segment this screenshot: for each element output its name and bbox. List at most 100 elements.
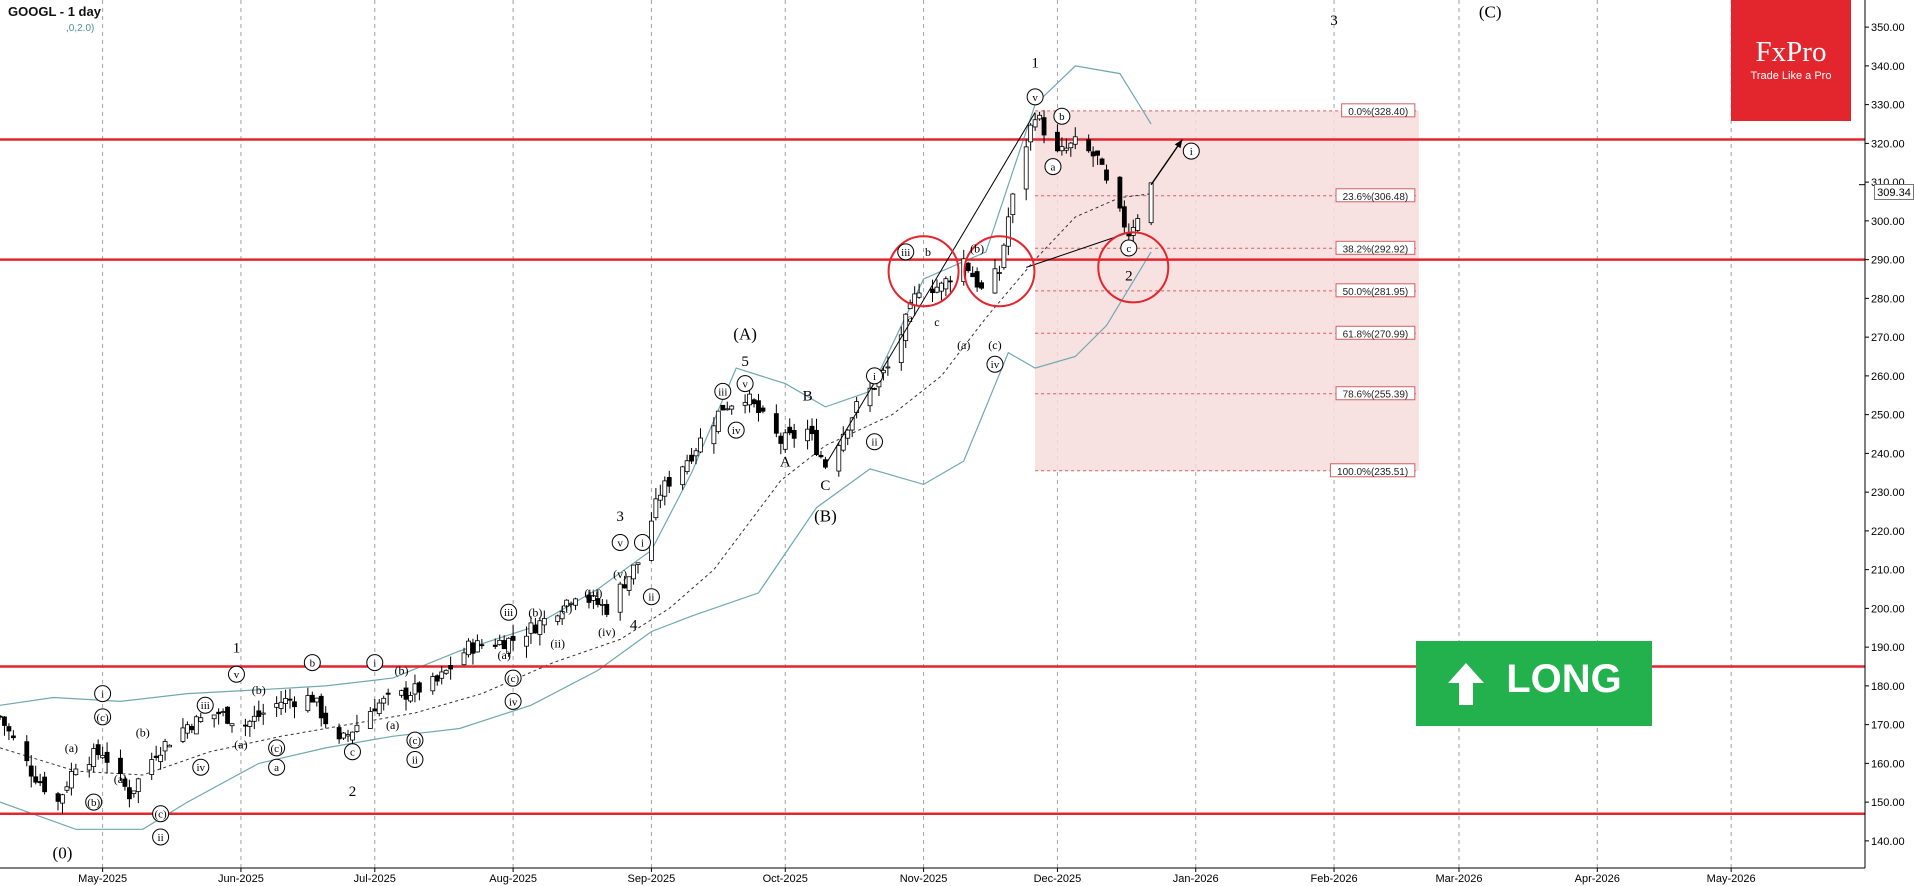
- wave-label-circle: [192, 758, 210, 776]
- fib-level-box: [1329, 463, 1416, 478]
- candle-body: [283, 698, 288, 704]
- wave-label: iii: [901, 247, 910, 259]
- candle-body: [974, 271, 980, 288]
- candle-body: [309, 694, 315, 703]
- wave-label: iv: [732, 425, 741, 437]
- wave-label: 1: [1031, 55, 1039, 71]
- fibonacci-retracement: 0.0%(328.40) 23.6%(306.48) 38.2%(292.92) 50…: [1035, 103, 1419, 478]
- candle-body: [274, 703, 280, 708]
- candle-body: [1148, 182, 1154, 224]
- wave-label: (b): [87, 797, 100, 809]
- wave-label-circle: [343, 743, 361, 761]
- candle-body: [225, 706, 230, 724]
- trend-line: [824, 112, 1036, 466]
- candle-body: [814, 429, 819, 456]
- wave-label-circle: [85, 793, 103, 811]
- candle-body: [1135, 218, 1141, 231]
- fib-level-box: [1335, 188, 1416, 203]
- candle-body: [278, 701, 284, 709]
- candle-body: [461, 652, 467, 666]
- wave-label: (a): [498, 648, 511, 662]
- current-price-tag: 309.34: [1874, 184, 1914, 200]
- candle-body: [506, 637, 512, 654]
- wave-label: (iv): [598, 625, 615, 639]
- y-tick-label: 160.00: [1871, 758, 1905, 770]
- highlight-circle: [1097, 231, 1170, 304]
- candle-body: [193, 716, 199, 735]
- wave-label: c: [934, 315, 939, 329]
- candle-body: [586, 594, 592, 603]
- fxpro-logo: FxPro Trade Like a Pro: [1731, 0, 1851, 121]
- wave-label: iii: [201, 700, 210, 712]
- y-tick-label: 210.00: [1871, 565, 1905, 577]
- x-axis-panel: [0, 868, 1914, 886]
- wave-label: b: [1059, 111, 1065, 123]
- wave-label: ii: [412, 754, 418, 766]
- wave-label: (ii): [550, 637, 565, 651]
- candle-body: [680, 466, 686, 486]
- candle-body: [153, 755, 159, 758]
- candle-body: [37, 781, 43, 784]
- x-tick-label: Jan-2026: [1173, 873, 1219, 885]
- candle-body: [497, 639, 503, 645]
- y-tick-label: 220.00: [1871, 526, 1905, 538]
- wave-label-circle: [406, 731, 424, 749]
- candle-body: [564, 599, 570, 607]
- y-tick-label: 230.00: [1871, 487, 1905, 499]
- candle-body: [184, 724, 190, 734]
- wave-label-circle: [268, 758, 286, 776]
- candle-body: [626, 576, 632, 591]
- wave-label-circle: [1182, 142, 1200, 160]
- y-tick-label: 140.00: [1871, 836, 1905, 848]
- candle-body: [1005, 216, 1011, 247]
- candle-body: [591, 595, 596, 601]
- candle-body: [501, 640, 507, 650]
- candle-body: [524, 635, 529, 647]
- candle-body: [791, 430, 797, 439]
- candle-body: [724, 408, 730, 411]
- wave-label: (b): [136, 726, 150, 740]
- candle-body: [318, 695, 324, 719]
- candle-body: [939, 282, 944, 292]
- projection-arrow-line: [1150, 139, 1183, 186]
- trend-line: [1026, 232, 1129, 268]
- wave-label: (b): [252, 683, 266, 697]
- wave-label: i: [373, 658, 376, 670]
- wave-label: 2: [349, 784, 357, 800]
- wave-label: (a): [114, 772, 127, 786]
- fib-level-label: 78.6%(255.39): [1343, 390, 1409, 401]
- candle-body: [1090, 151, 1096, 157]
- candle-body: [992, 268, 998, 294]
- wave-label: iv: [991, 359, 1000, 371]
- x-tick-label: Nov-2025: [900, 873, 948, 885]
- candle-body: [907, 302, 913, 309]
- candle-body: [836, 445, 842, 472]
- wave-label-circle: [736, 375, 754, 393]
- candle-body: [28, 765, 34, 777]
- wave-label: a: [1051, 162, 1056, 174]
- wave-label: ii: [158, 832, 164, 844]
- candle-body: [559, 610, 565, 620]
- candle-body: [916, 292, 922, 298]
- candle-body: [635, 562, 641, 565]
- candle-body: [653, 498, 659, 519]
- bollinger-bands: [0, 65, 1152, 830]
- candle-body: [805, 428, 810, 442]
- wave-label: (B): [814, 506, 837, 525]
- wave-label: iii: [504, 607, 513, 619]
- candle-body: [42, 776, 48, 793]
- highlight-circle: [887, 235, 960, 308]
- fib-level-box: [1335, 240, 1416, 255]
- candle-body: [555, 615, 561, 622]
- wave-label: c: [350, 747, 355, 759]
- wave-label-circle: [152, 828, 170, 846]
- y-tick-label: 330.00: [1871, 100, 1905, 112]
- wave-label: i: [641, 537, 644, 549]
- y-tick-label: 240.00: [1871, 448, 1905, 460]
- candle-body: [91, 748, 97, 768]
- y-axis-panel: [1865, 0, 1914, 886]
- wave-label: (c): [409, 735, 422, 747]
- wave-label: (b): [528, 606, 542, 620]
- candle-body: [68, 771, 74, 789]
